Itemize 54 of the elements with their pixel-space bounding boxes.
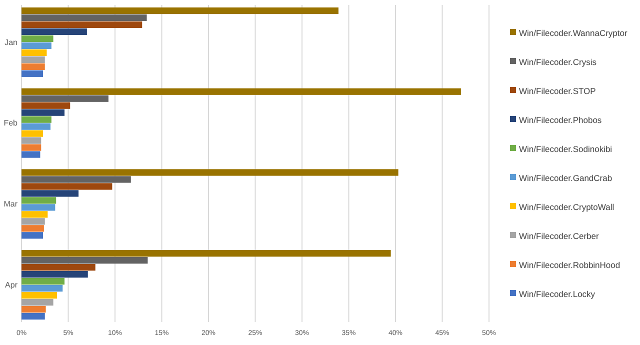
bar (22, 130, 44, 137)
bar (22, 197, 56, 204)
bar (22, 28, 87, 36)
legend-label: Win/Filecoder.WannaCryptor (519, 28, 628, 38)
bar (22, 169, 398, 176)
bar (22, 312, 45, 320)
legend-label: Win/Filecoder.RobbinHood (519, 260, 620, 270)
bar (22, 95, 108, 102)
bar (22, 109, 65, 116)
bar (22, 225, 44, 232)
bar (22, 292, 58, 299)
y-tick-label: Jan (4, 38, 18, 47)
y-tick-label: Feb (4, 118, 18, 128)
bar (22, 14, 147, 22)
bar (22, 211, 48, 218)
bar (22, 137, 42, 144)
bar (22, 218, 45, 225)
bar (22, 102, 70, 109)
legend-label: Win/Filecoder.Cerber (519, 230, 599, 241)
legend-label: Win/Filecoder.CryptoWall (519, 202, 614, 212)
bar (22, 284, 63, 292)
bar (22, 257, 148, 264)
bar (22, 190, 79, 197)
bar (22, 183, 112, 190)
bar (22, 270, 88, 278)
bar (22, 88, 461, 95)
bar (22, 21, 142, 28)
bar (22, 49, 47, 56)
y-tick-label: Mar (4, 199, 18, 208)
legend-label: Win/Filecoder.Sodinokibi (519, 144, 612, 154)
bar (22, 151, 40, 158)
bar (22, 35, 54, 42)
bar (22, 298, 54, 306)
bar (22, 264, 96, 271)
bar (22, 144, 42, 151)
legend-label: Win/Filecoder.Locky (519, 288, 596, 299)
bar (22, 204, 56, 211)
legend-label: Win/Filecoder.GandCrab (519, 172, 612, 183)
bar (22, 232, 44, 239)
bar (22, 176, 131, 183)
legend-label: Win/Filecoder.Crysis (519, 56, 596, 67)
bar (22, 278, 65, 285)
legend-label: Win/Filecoder.Phobos (519, 114, 602, 125)
bar (22, 116, 52, 123)
bar (22, 123, 50, 130)
bar (22, 42, 52, 50)
y-tick-label: Apr (5, 280, 18, 290)
bar (22, 7, 338, 14)
bar (22, 63, 45, 70)
bar (22, 250, 391, 257)
legend-label: Win/Filecoder.STOP (519, 86, 596, 96)
bar (22, 306, 46, 313)
bar (22, 56, 45, 63)
bar (22, 70, 44, 77)
